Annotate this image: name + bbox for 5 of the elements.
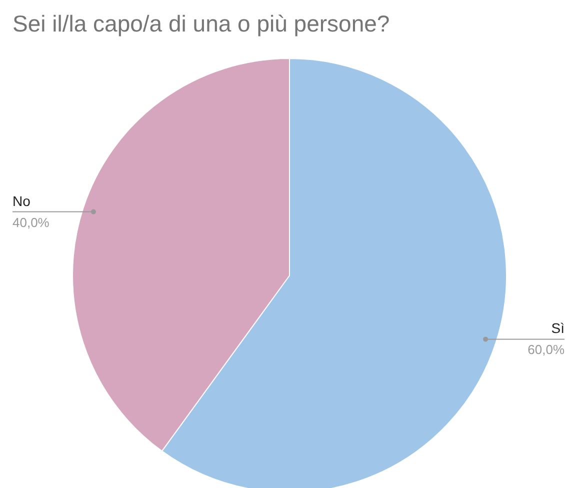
slice-label: No <box>12 192 31 209</box>
data-label: 40,0% <box>12 214 50 230</box>
data-label: 60,0% <box>528 342 565 358</box>
chart-title: Sei il/la capo/a di una o più persone? <box>12 10 390 36</box>
slice-label: Sì <box>551 320 565 336</box>
